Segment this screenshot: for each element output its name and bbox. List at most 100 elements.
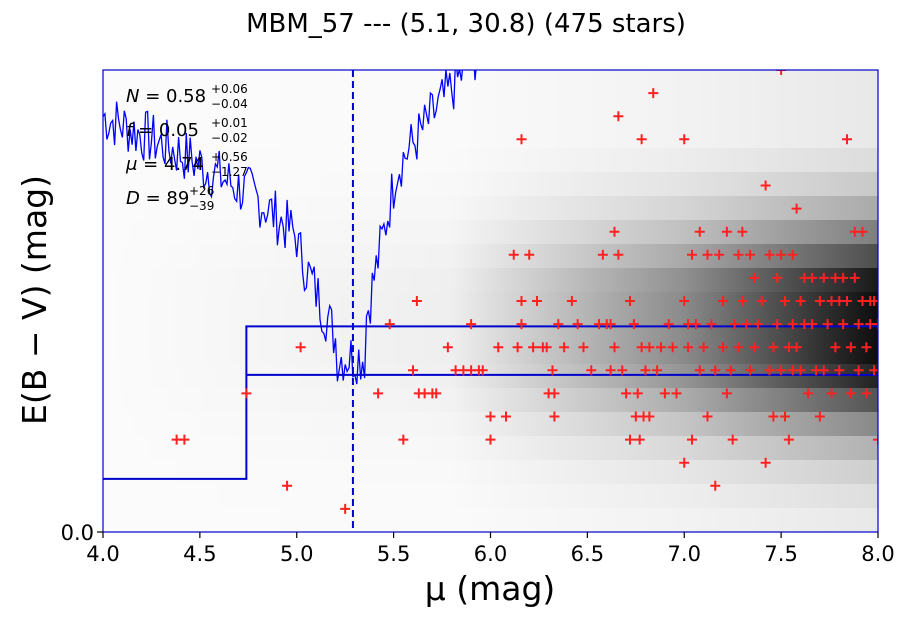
- density-band-14: [103, 172, 878, 196]
- density-band-7: [103, 340, 878, 364]
- star-point-147: [838, 319, 849, 330]
- density-band-12: [103, 220, 878, 244]
- star-point-59: [628, 319, 639, 330]
- star-point-2: [241, 388, 252, 399]
- star-point-70: [652, 365, 663, 376]
- star-point-44: [578, 342, 589, 353]
- density-band-8: [103, 316, 878, 340]
- x-tick-label-8: 8.0: [861, 542, 894, 566]
- star-point-45: [586, 365, 597, 376]
- star-point-160: [861, 388, 872, 399]
- star-point-137: [814, 411, 825, 422]
- star-point-142: [826, 388, 837, 399]
- star-point-105: [745, 365, 756, 376]
- star-point-104: [741, 319, 752, 330]
- x-tick-label-4: 6.0: [474, 542, 507, 566]
- star-point-68: [644, 411, 655, 422]
- density-band-1: [103, 484, 878, 508]
- star-point-75: [671, 388, 682, 399]
- star-point-108: [749, 272, 759, 283]
- star-point-124: [783, 434, 794, 445]
- fit-annotation-minus-0: −0.04: [211, 97, 248, 111]
- star-point-111: [760, 457, 771, 468]
- star-point-118: [772, 272, 783, 283]
- star-point-114: [764, 249, 775, 260]
- fit-annotation-1: f = 0.05: [126, 120, 199, 141]
- star-point-76: [679, 296, 690, 306]
- density-band-16: [103, 124, 878, 148]
- star-point-32: [528, 342, 539, 353]
- star-point-40: [553, 319, 564, 330]
- x-tick-label-6: 7.0: [668, 542, 701, 566]
- star-point-138: [818, 272, 829, 283]
- x-tick-label-1: 4.5: [183, 542, 216, 566]
- star-point-53: [613, 249, 624, 260]
- fit-annotation-0: N = 0.58: [126, 86, 206, 107]
- star-point-107: [749, 342, 759, 353]
- star-point-47: [597, 249, 608, 260]
- star-point-41: [559, 342, 570, 353]
- star-point-9: [408, 365, 418, 376]
- star-point-113: [764, 365, 775, 376]
- plot-area: [103, 70, 878, 532]
- star-point-86: [698, 342, 709, 353]
- density-band-6: [103, 364, 878, 388]
- star-point-109: [752, 319, 763, 330]
- star-point-106: [745, 249, 756, 260]
- star-point-90: [710, 365, 721, 376]
- star-point-82: [687, 249, 697, 260]
- x-axis-ticks: 4.0 4.5 5.0 5.5 6.0 6.5 7.0 7.5 8.0: [86, 532, 895, 566]
- star-point-19: [466, 319, 477, 330]
- star-point-94: [718, 342, 728, 353]
- star-point-102: [737, 296, 748, 306]
- star-point-121: [780, 296, 790, 306]
- star-point-10: [411, 296, 422, 306]
- star-point-26: [508, 249, 519, 260]
- density-band-2: [103, 460, 878, 484]
- star-point-93: [718, 296, 728, 306]
- star-point-110: [756, 296, 767, 306]
- fit-annotation-minus-1: −0.02: [211, 131, 248, 145]
- star-point-1: [179, 434, 190, 445]
- star-point-51: [609, 342, 620, 353]
- star-point-150: [842, 296, 852, 306]
- star-point-88: [702, 411, 713, 422]
- star-point-167: [776, 70, 787, 75]
- chart-title: MBM_57 --- (5.1, 30.8) (475 stars): [246, 9, 686, 39]
- y-axis-label: E(B − V) (mag): [15, 175, 54, 425]
- star-point-91: [710, 480, 721, 491]
- density-band-9: [103, 292, 878, 316]
- star-point-69: [648, 88, 659, 99]
- star-point-122: [780, 411, 790, 422]
- density-band-0: [103, 508, 878, 532]
- star-point-151: [845, 342, 856, 353]
- star-point-81: [687, 434, 697, 445]
- fit-annotations: N = 0.58 +0.06−0.04 f = 0.05 +0.01−0.02 μ = …: [125, 82, 248, 213]
- star-point-23: [485, 434, 496, 445]
- star-point-116: [768, 411, 779, 422]
- star-point-155: [853, 319, 864, 330]
- density-band-18: [103, 76, 878, 100]
- step-model-curve: [103, 325, 878, 480]
- star-point-128: [791, 203, 802, 214]
- star-point-27: [512, 342, 523, 353]
- star-point-83: [690, 319, 701, 330]
- star-point-119: [776, 365, 787, 376]
- star-point-100: [733, 342, 744, 353]
- star-point-38: [549, 388, 560, 399]
- star-point-67: [644, 342, 655, 353]
- star-point-25: [501, 411, 511, 422]
- star-point-103: [737, 226, 748, 237]
- star-point-6: [373, 388, 384, 399]
- fit-annotation-plus-1: +0.01: [211, 116, 248, 130]
- star-point-39: [549, 411, 560, 422]
- star-point-14: [431, 388, 442, 399]
- fit-annotation-minus-2: −1.27: [211, 165, 248, 179]
- star-point-126: [787, 249, 798, 260]
- star-point-33: [532, 296, 542, 306]
- star-point-146: [834, 365, 845, 376]
- star-point-136: [814, 296, 825, 306]
- star-point-80: [683, 342, 694, 353]
- star-point-144: [830, 342, 841, 353]
- star-point-96: [721, 226, 732, 237]
